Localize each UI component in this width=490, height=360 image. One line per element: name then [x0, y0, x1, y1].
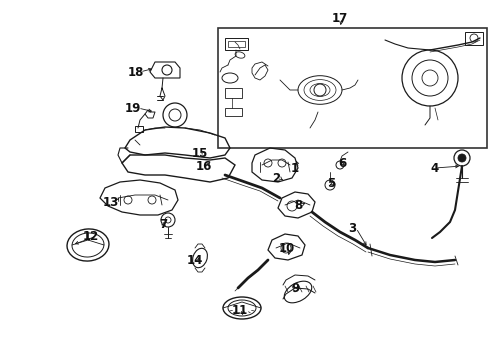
Text: 2: 2 — [272, 171, 280, 185]
Text: 12: 12 — [83, 230, 99, 243]
Text: 11: 11 — [232, 305, 248, 318]
Text: 13: 13 — [103, 195, 119, 208]
Text: 1: 1 — [291, 162, 299, 175]
Text: 15: 15 — [192, 147, 208, 159]
Text: 10: 10 — [279, 242, 295, 255]
Bar — [218, 28, 487, 148]
Text: 14: 14 — [187, 255, 203, 267]
Text: 6: 6 — [338, 157, 346, 170]
Text: 18: 18 — [128, 66, 144, 78]
Text: 16: 16 — [196, 159, 212, 172]
Text: 3: 3 — [348, 221, 356, 234]
Text: 7: 7 — [159, 217, 167, 230]
Text: 5: 5 — [327, 176, 335, 189]
Text: 9: 9 — [291, 283, 299, 296]
Text: 17: 17 — [332, 12, 348, 24]
Text: 19: 19 — [125, 102, 141, 114]
Text: 4: 4 — [431, 162, 439, 175]
Circle shape — [458, 154, 466, 162]
Text: 8: 8 — [294, 198, 302, 212]
